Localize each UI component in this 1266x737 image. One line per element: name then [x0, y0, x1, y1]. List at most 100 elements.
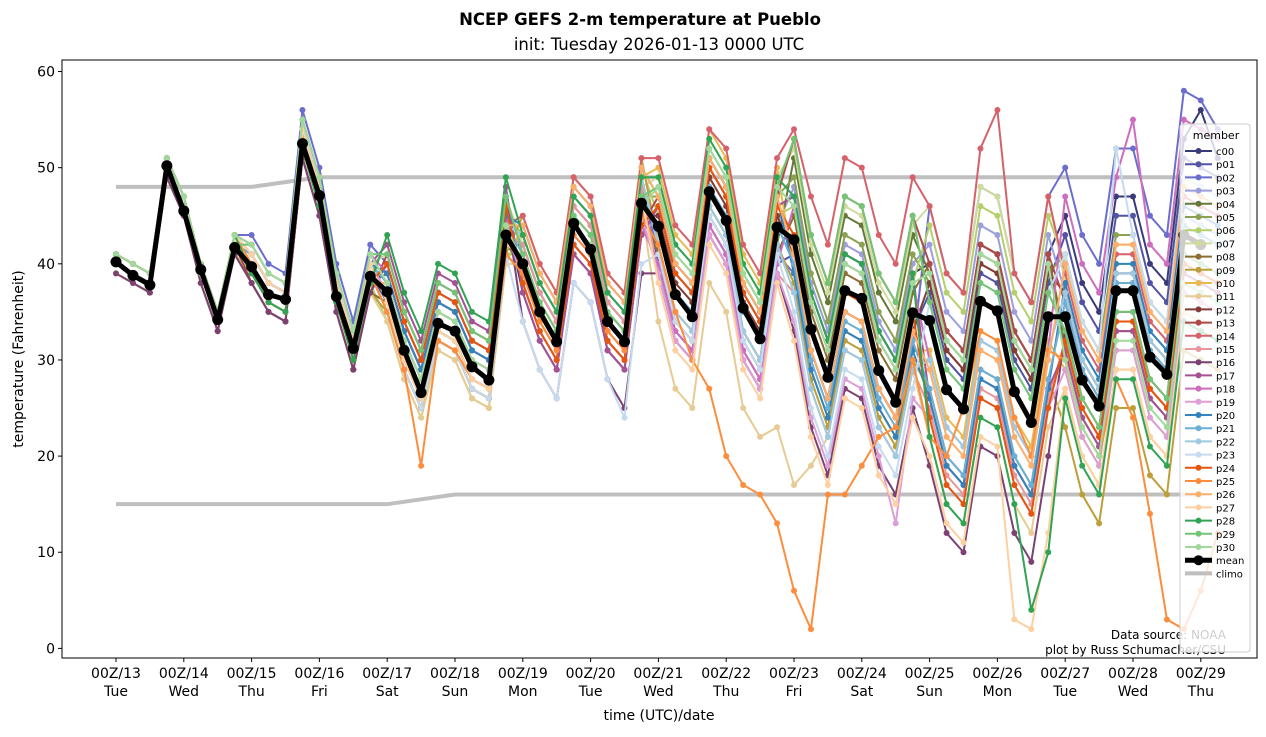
data-point-p24 — [536, 328, 543, 335]
data-point-p23 — [468, 385, 475, 392]
data-point-p14 — [1028, 299, 1035, 306]
data-point-p20 — [468, 347, 475, 354]
data-point-p16 — [248, 280, 255, 287]
x-tick-label: 00Z/17 — [362, 666, 412, 682]
data-point-mean — [890, 396, 902, 408]
data-point-p28 — [384, 231, 391, 238]
data-point-p18 — [1096, 289, 1103, 296]
data-point-p30 — [994, 260, 1001, 267]
data-point-p30 — [723, 174, 730, 181]
data-point-p30 — [807, 299, 814, 306]
data-point-mean — [313, 190, 325, 202]
legend-marker-p11 — [1195, 293, 1202, 300]
data-point-p30 — [1163, 424, 1170, 431]
x-tick-label: 00Z/25 — [905, 666, 955, 682]
legend-marker-p15 — [1195, 346, 1202, 352]
x-tick-label: 00Z/26 — [972, 666, 1022, 682]
legend-item-p25: p25 — [1185, 477, 1235, 488]
data-point-p25 — [994, 337, 1001, 344]
data-point-p03 — [977, 222, 984, 229]
data-point-p27 — [706, 241, 713, 248]
data-point-mean — [432, 317, 444, 329]
data-point-p23 — [672, 318, 679, 325]
data-point-p22 — [824, 433, 831, 440]
data-point-p14 — [909, 174, 916, 181]
legend-label: p04 — [1216, 200, 1235, 211]
legend-item-p04: p04 — [1185, 200, 1235, 211]
data-point-p20 — [892, 433, 899, 440]
data-point-p30 — [655, 183, 662, 190]
legend-item-p05: p05 — [1185, 213, 1235, 224]
data-point-p23 — [1130, 231, 1136, 238]
data-point-p28 — [1045, 549, 1052, 556]
data-point-p24 — [519, 280, 526, 287]
data-point-p27 — [1130, 366, 1136, 373]
data-point-p02 — [1180, 87, 1187, 94]
x-tick-day-label: Tue — [578, 684, 603, 700]
data-point-p27 — [265, 280, 272, 287]
data-point-mean — [1076, 374, 1088, 386]
data-point-p03 — [994, 231, 1001, 238]
legend-label: mean — [1216, 556, 1244, 567]
series-line-p28 — [115, 135, 1219, 611]
data-point-p30 — [672, 251, 679, 258]
legend-item-p19: p19 — [1185, 398, 1235, 409]
data-point-p25 — [401, 366, 408, 373]
legend-label: climo — [1216, 569, 1243, 580]
data-point-p14 — [807, 193, 814, 200]
data-point-p30 — [502, 222, 509, 229]
data-point-p28 — [1028, 606, 1035, 613]
data-point-p25 — [858, 462, 865, 469]
data-point-p26 — [587, 203, 594, 210]
plot-content — [110, 87, 1221, 633]
data-point-p11 — [418, 414, 425, 421]
data-point-p20 — [1113, 260, 1120, 267]
legend-label: p17 — [1216, 371, 1235, 382]
plot-frame — [61, 59, 1258, 659]
legend-item-p17: p17 — [1185, 371, 1235, 382]
data-point-p01 — [1130, 212, 1136, 219]
data-point-mean — [330, 291, 342, 303]
data-point-p20 — [960, 481, 967, 488]
data-point-p17 — [536, 337, 543, 344]
legend-label: p01 — [1216, 160, 1235, 171]
data-point-p30 — [1045, 260, 1052, 267]
legend-item-p14: p14 — [1185, 332, 1235, 343]
data-point-p26 — [672, 260, 679, 267]
legend-item-p02: p02 — [1185, 173, 1235, 184]
x-tick-label: 00Z/29 — [1176, 666, 1226, 682]
x-tick-day-label: Mon — [983, 684, 1013, 700]
data-point-p14 — [960, 289, 967, 296]
data-point-p30 — [1096, 453, 1103, 460]
data-point-p05 — [1113, 231, 1120, 238]
data-point-mean — [280, 293, 291, 305]
y-tick-label: 0 — [46, 641, 55, 657]
data-point-p28 — [282, 308, 289, 315]
legend-item-p15: p15 — [1185, 345, 1235, 356]
data-point-p25 — [892, 424, 899, 431]
data-point-p26 — [977, 347, 984, 354]
data-point-p28 — [1062, 395, 1069, 402]
legend-marker-p29 — [1195, 530, 1202, 537]
data-point-p13 — [1045, 251, 1052, 258]
legend-marker-p19 — [1195, 398, 1202, 405]
x-tick-day-label: Wed — [643, 684, 674, 700]
data-point-p29 — [401, 308, 408, 315]
data-point-p26 — [1045, 356, 1052, 363]
data-point-p16 — [960, 549, 967, 556]
data-point-p26 — [926, 366, 933, 373]
x-tick-day-label: Fri — [786, 684, 803, 700]
data-point-p28 — [909, 270, 916, 277]
x-tick-label: 00Z/19 — [498, 666, 548, 682]
data-point-c00 — [1197, 106, 1204, 113]
data-point-p19 — [1146, 414, 1153, 421]
x-tick-day-label: Wed — [1118, 684, 1149, 700]
data-point-mean — [754, 333, 766, 345]
data-point-mean — [1025, 416, 1037, 428]
data-point-p30 — [231, 231, 238, 238]
data-point-p17 — [553, 366, 560, 373]
data-point-p30 — [129, 260, 136, 267]
legend-label: p23 — [1216, 451, 1235, 462]
data-point-p22 — [841, 347, 848, 354]
